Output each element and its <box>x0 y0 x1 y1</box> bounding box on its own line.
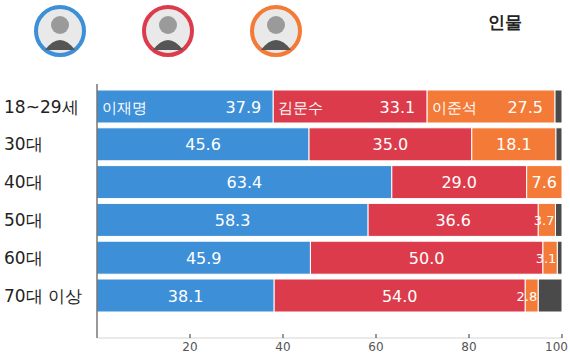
bars <box>97 90 562 312</box>
bar-segment <box>472 128 556 161</box>
tick-label: 40 <box>275 340 290 354</box>
bar-segment <box>427 90 555 123</box>
tick-mark <box>562 334 563 338</box>
data-label: 45.6 <box>185 135 221 154</box>
category-label: 70대 이상 <box>4 286 82 306</box>
data-label: 63.4 <box>227 173 263 192</box>
title: 인물 <box>488 12 522 32</box>
data-label: 27.5 <box>507 98 543 117</box>
bar-segment <box>273 90 427 123</box>
data-label: 3.1 <box>536 251 557 266</box>
tick-mark <box>376 334 377 338</box>
axis-baseline <box>97 338 562 339</box>
data-label: 36.6 <box>435 211 471 230</box>
portrait-icon <box>36 7 84 55</box>
series-name: 이재명 <box>102 99 147 117</box>
data-label: 7.6 <box>532 173 557 192</box>
data-label: 58.3 <box>215 211 251 230</box>
series-name: 이준석 <box>432 99 477 117</box>
tick-mark <box>283 334 284 338</box>
data-label: 29.0 <box>441 173 477 192</box>
bar-segment <box>555 90 562 123</box>
portrait-icon <box>252 7 300 55</box>
category-label: 40대 <box>4 172 43 192</box>
tick-mark <box>469 334 470 338</box>
tick-label: 20 <box>182 340 197 354</box>
category-label: 60대 <box>4 248 43 268</box>
bar-segment <box>97 279 274 312</box>
bar-segment <box>557 241 562 274</box>
bar-segment <box>97 128 309 161</box>
bar-segment <box>97 203 368 236</box>
data-label: 2.8 <box>517 289 538 304</box>
series-name: 김문수 <box>278 99 323 117</box>
bar-segment <box>97 166 392 199</box>
portrait-body <box>45 40 75 50</box>
data-label: 45.9 <box>186 249 222 268</box>
bar-segment <box>309 128 472 161</box>
bar-segment <box>527 166 562 199</box>
portrait-head <box>267 16 285 34</box>
axis-line <box>97 84 98 338</box>
bar-segment <box>562 166 563 199</box>
portrait-icon <box>144 7 192 55</box>
data-label: 38.1 <box>168 287 204 306</box>
data-label: 18.1 <box>496 135 532 154</box>
data-label: 50.0 <box>409 249 445 268</box>
data-label: 37.9 <box>226 98 262 117</box>
bar-segment <box>310 241 543 274</box>
tick-mark <box>190 334 191 338</box>
chart-svg: 인물 18~29세 이재명 37.9 김문수 33.1 이준석 27.5 30대 45.6 35.0… <box>0 0 570 357</box>
data-label: 35.0 <box>373 135 409 154</box>
tick-label: 80 <box>461 340 476 354</box>
chart-container: 인물 18~29세 이재명 37.9 김문수 33.1 이준석 27.5 30대 45.6 35.0… <box>0 0 570 357</box>
portrait-body <box>153 40 183 50</box>
portrait-head <box>159 16 177 34</box>
labels: 18~29세 이재명 37.9 김문수 33.1 이준석 27.5 30대 45.6 35.0 18… <box>4 97 557 306</box>
bar-segment <box>555 203 562 236</box>
bar-segment <box>538 279 562 312</box>
portrait-head <box>51 16 69 34</box>
category-label: 30대 <box>4 134 43 154</box>
tick-label: 100 <box>545 340 568 354</box>
bar-segment <box>392 166 527 199</box>
bar-segment <box>97 241 310 274</box>
data-label: 33.1 <box>380 98 416 117</box>
portrait-body <box>261 40 291 50</box>
bar-segment <box>368 203 538 236</box>
data-label: 54.0 <box>382 287 418 306</box>
tick-label: 60 <box>368 340 383 354</box>
bar-segment <box>274 279 525 312</box>
bar-segment <box>556 128 562 161</box>
category-label: 50대 <box>4 210 43 230</box>
bar-segment <box>97 90 273 123</box>
category-label: 18~29세 <box>4 97 79 117</box>
data-label: 3.7 <box>534 213 555 228</box>
